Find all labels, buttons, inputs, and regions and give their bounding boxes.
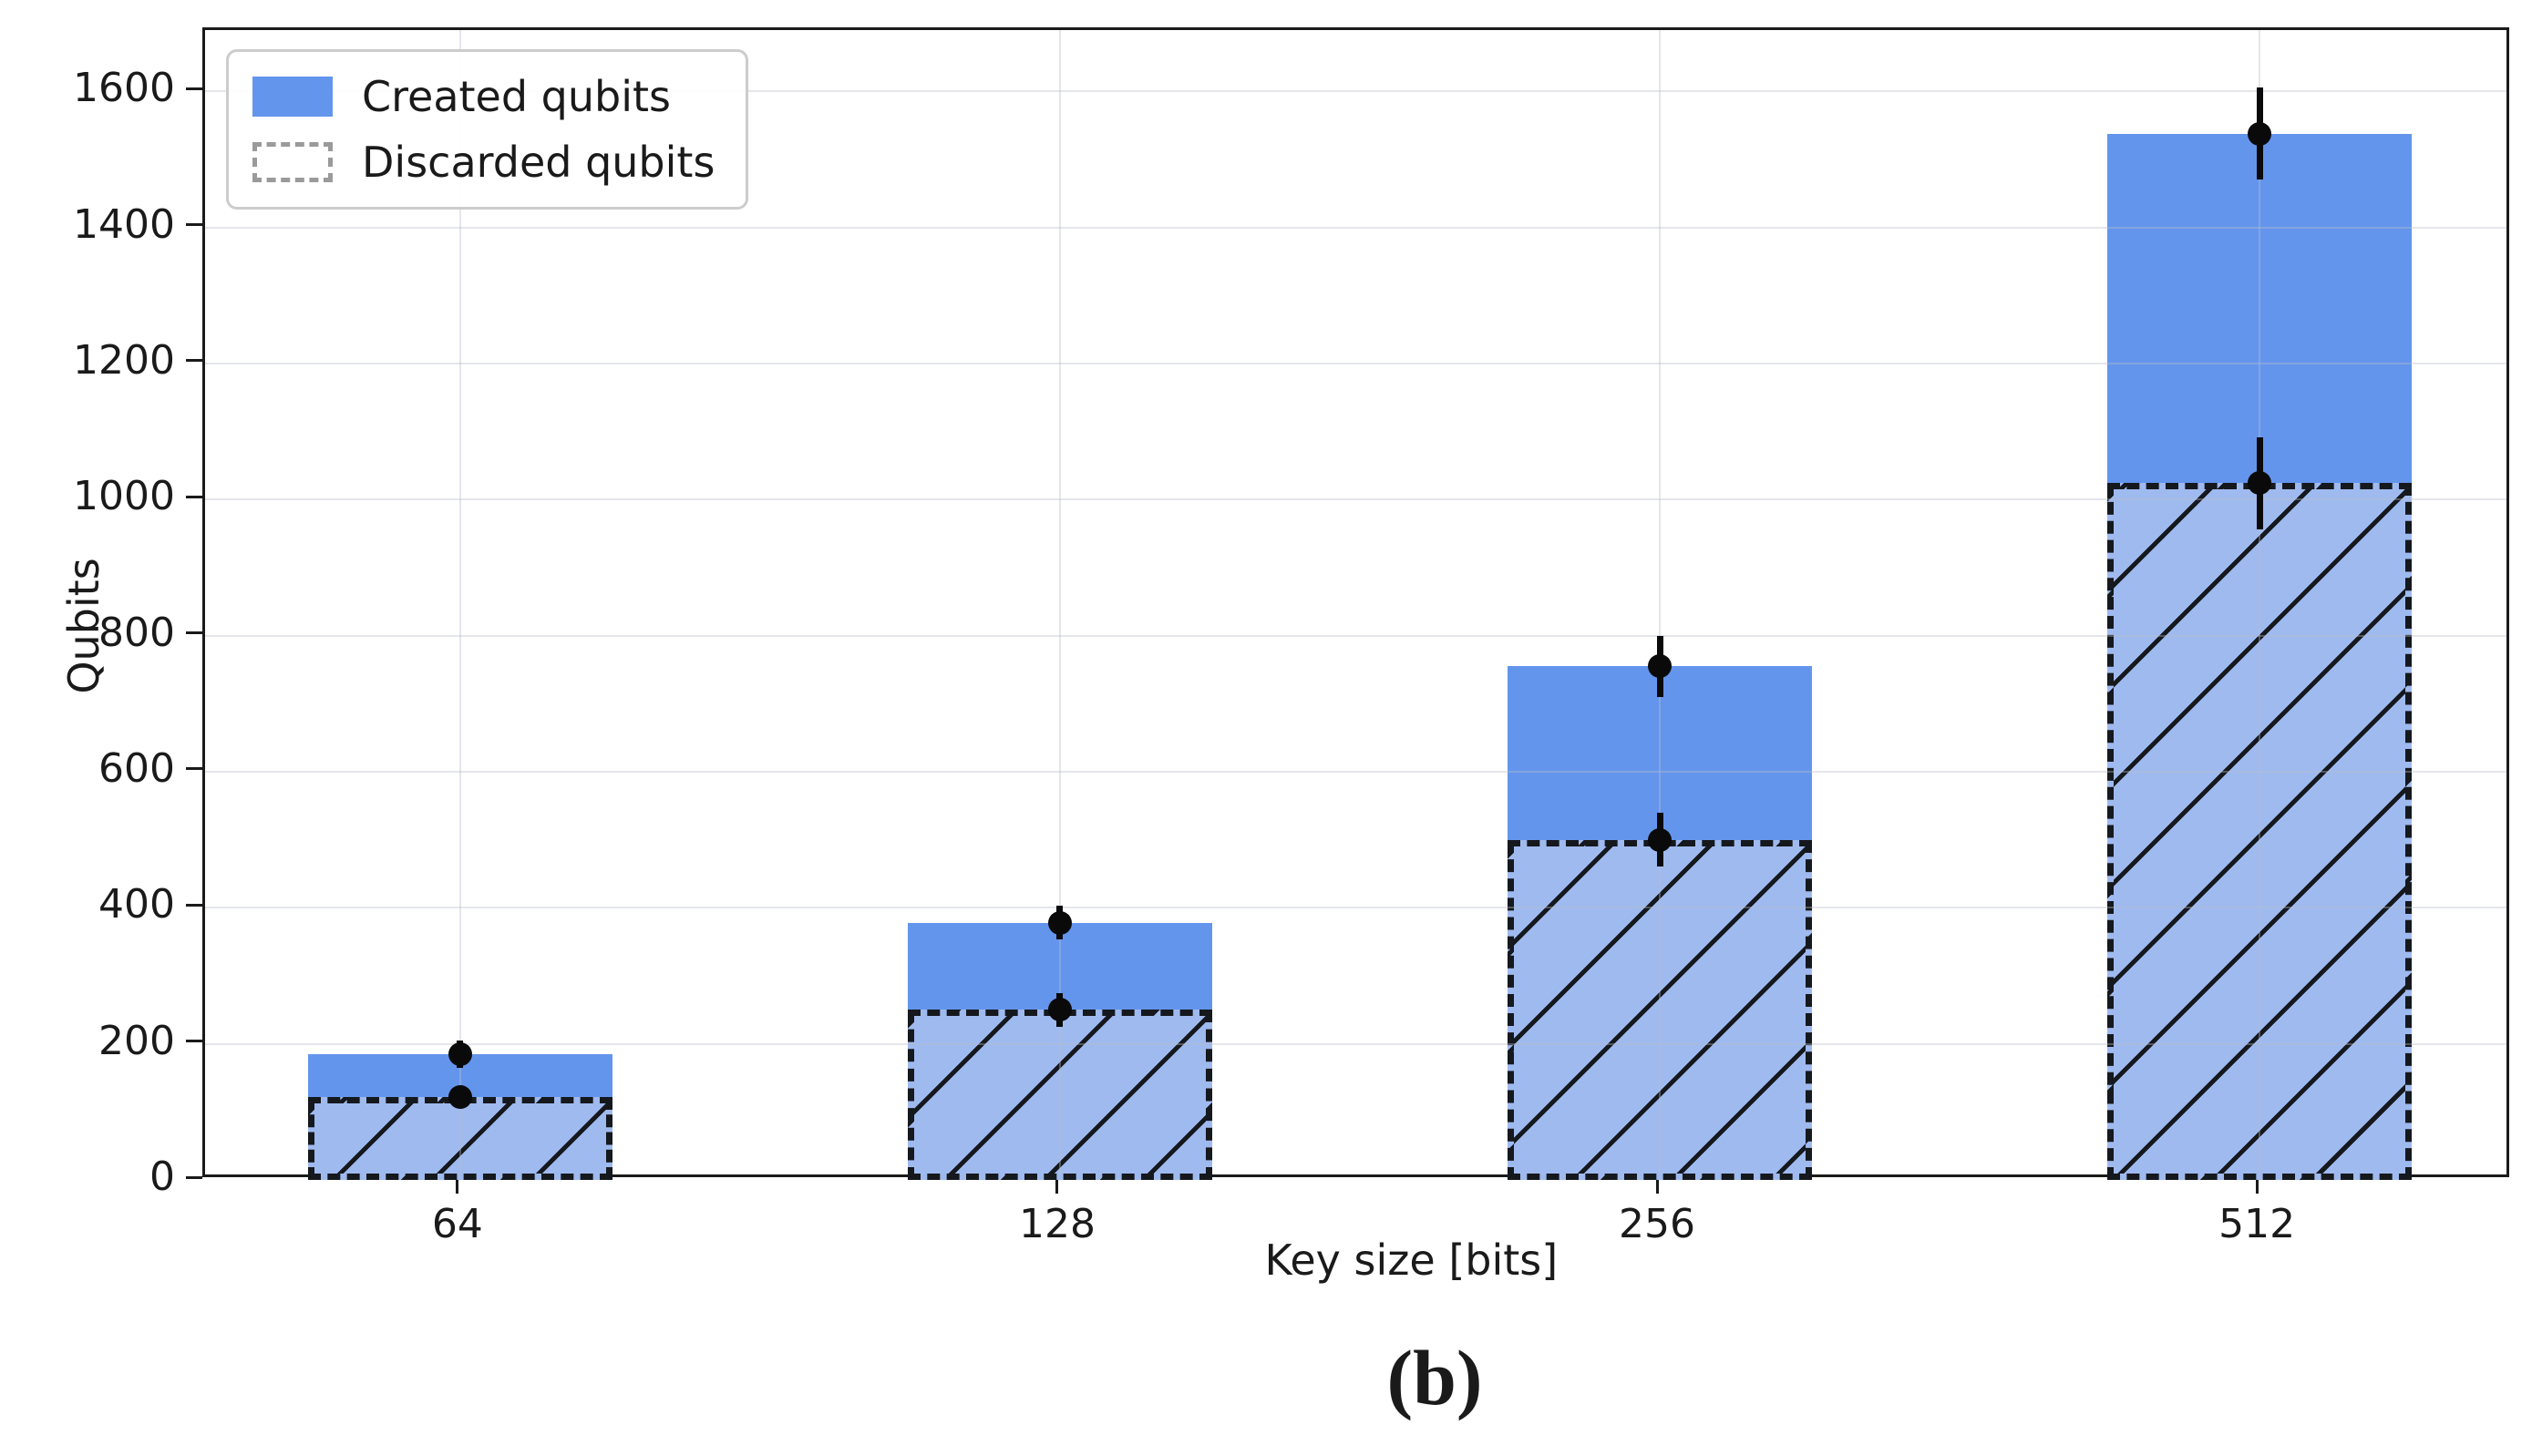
created-qubits-swatch-icon bbox=[252, 77, 333, 117]
y-tick-1000 bbox=[186, 495, 202, 498]
legend: Created qubits Discarded qubits bbox=[226, 49, 749, 210]
y-tick-label-1200: 1200 bbox=[73, 336, 175, 384]
legend-label-created: Created qubits bbox=[362, 72, 672, 121]
x-tick-label-256: 256 bbox=[1619, 1201, 1696, 1247]
y-tick-label-1600: 1600 bbox=[73, 65, 175, 112]
errorbar-dot-discarded-512 bbox=[2248, 471, 2272, 496]
legend-item-discarded: Discarded qubits bbox=[252, 139, 715, 185]
y-tick-label-800: 800 bbox=[98, 609, 175, 656]
legend-label-discarded: Discarded qubits bbox=[362, 138, 715, 187]
y-tick-label-1000: 1000 bbox=[73, 473, 175, 520]
bar-discarded-256 bbox=[1508, 839, 1813, 1180]
x-tick-label-64: 64 bbox=[431, 1201, 483, 1247]
errorbar-dot-discarded-128 bbox=[1047, 998, 1072, 1022]
x-tick-label-128: 128 bbox=[1018, 1201, 1096, 1247]
y-tick-label-400: 400 bbox=[98, 881, 175, 928]
y-tick-1600 bbox=[186, 87, 202, 90]
y-tick-label-1400: 1400 bbox=[73, 200, 175, 248]
bar-discarded-512 bbox=[2107, 483, 2413, 1180]
x-tick-label-512: 512 bbox=[2218, 1201, 2296, 1247]
y-tick-800 bbox=[186, 631, 202, 635]
y-tick-0 bbox=[186, 1175, 202, 1179]
y-tick-400 bbox=[186, 903, 202, 907]
errorbar-dot-discarded-64 bbox=[448, 1084, 472, 1109]
y-tick-label-0: 0 bbox=[149, 1154, 175, 1200]
x-tick-512 bbox=[2255, 1177, 2259, 1194]
errorbar-dot-created-64 bbox=[448, 1041, 472, 1066]
errorbar-dot-discarded-256 bbox=[1648, 827, 1673, 852]
y-tick-label-600: 600 bbox=[98, 744, 175, 792]
errorbar-dot-created-128 bbox=[1047, 910, 1072, 935]
y-tick-1200 bbox=[186, 359, 202, 363]
x-tick-64 bbox=[456, 1177, 459, 1194]
discarded-qubits-swatch-icon bbox=[252, 142, 333, 182]
y-tick-1400 bbox=[186, 223, 202, 227]
errorbar-dot-created-256 bbox=[1648, 654, 1673, 679]
x-tick-128 bbox=[1055, 1177, 1059, 1194]
bar-discarded-64 bbox=[307, 1096, 612, 1180]
subfigure-caption: (b) bbox=[1386, 1334, 1483, 1421]
bar-discarded-128 bbox=[907, 1010, 1212, 1180]
errorbar-dot-created-512 bbox=[2248, 121, 2272, 146]
chart-plot-area bbox=[202, 27, 2509, 1180]
x-tick-256 bbox=[1655, 1177, 1659, 1194]
x-axis-label: Key size [bits] bbox=[1264, 1236, 1559, 1285]
y-tick-label-200: 200 bbox=[98, 1017, 175, 1064]
y-tick-200 bbox=[186, 1040, 202, 1043]
y-tick-600 bbox=[186, 767, 202, 771]
legend-item-created: Created qubits bbox=[252, 74, 715, 119]
